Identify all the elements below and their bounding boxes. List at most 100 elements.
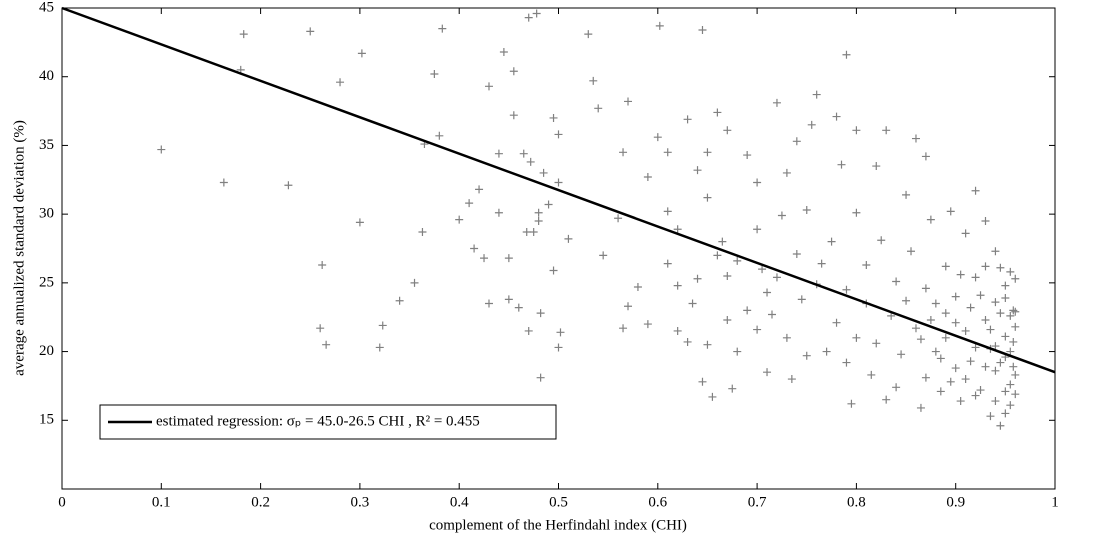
x-tick-label: 0.2 [251, 494, 270, 510]
marker [1006, 401, 1015, 410]
x-tick-label: 0.3 [351, 494, 370, 510]
legend-box [99, 404, 557, 440]
marker [867, 370, 876, 379]
marker [534, 217, 543, 226]
marker [981, 315, 990, 324]
marker [723, 315, 732, 324]
marker [549, 266, 558, 275]
marker [683, 337, 692, 346]
x-tick-label: 0.8 [847, 494, 866, 510]
marker [484, 82, 493, 91]
marker [619, 148, 628, 157]
marker [554, 178, 563, 187]
marker [683, 115, 692, 124]
marker [703, 193, 712, 202]
marker [1001, 281, 1010, 290]
marker [484, 299, 493, 308]
marker [976, 291, 985, 300]
marker [842, 358, 851, 367]
marker [522, 228, 531, 237]
marker [1011, 307, 1020, 316]
marker [946, 207, 955, 216]
marker [418, 228, 427, 237]
marker [219, 178, 228, 187]
marker [554, 130, 563, 139]
marker [1006, 311, 1015, 320]
y-tick-label: 25 [39, 274, 54, 290]
marker [455, 215, 464, 224]
marker [772, 273, 781, 282]
marker [519, 149, 528, 158]
marker [971, 186, 980, 195]
marker [526, 157, 535, 166]
marker [971, 343, 980, 352]
marker [931, 299, 940, 308]
marker [534, 208, 543, 217]
marker [961, 326, 970, 335]
y-tick-label: 35 [39, 137, 54, 153]
marker [911, 324, 920, 333]
marker [509, 111, 518, 120]
marker [378, 321, 387, 330]
marker [981, 362, 990, 371]
marker [1011, 370, 1020, 379]
marker [802, 351, 811, 360]
marker [763, 368, 772, 377]
y-tick-label: 45 [39, 0, 54, 15]
marker [916, 403, 925, 412]
marker [907, 247, 916, 256]
x-tick-label: 0.1 [152, 494, 171, 510]
marker [782, 333, 791, 342]
marker [911, 134, 920, 143]
marker [594, 104, 603, 113]
marker [624, 97, 633, 106]
marker [996, 358, 1005, 367]
marker [619, 324, 628, 333]
marker [782, 168, 791, 177]
y-axis-label: average annualized standard deviation (%… [11, 120, 27, 376]
marker [1011, 390, 1020, 399]
marker [703, 340, 712, 349]
marker [902, 190, 911, 199]
marker [991, 366, 1000, 375]
marker [991, 298, 1000, 307]
y-tick-label: 40 [39, 68, 54, 84]
y-tick-label: 30 [39, 206, 54, 222]
y-tick-label: 15 [39, 412, 54, 428]
marker [842, 285, 851, 294]
marker [554, 343, 563, 352]
marker [475, 185, 484, 194]
marker [504, 295, 513, 304]
marker [852, 208, 861, 217]
marker [539, 168, 548, 177]
marker [802, 206, 811, 215]
marker [1011, 274, 1020, 283]
marker [897, 350, 906, 359]
marker [946, 377, 955, 386]
marker [693, 274, 702, 283]
marker [921, 152, 930, 161]
marker [882, 126, 891, 135]
marker [936, 387, 945, 396]
marker [753, 325, 762, 334]
marker [723, 126, 732, 135]
marker [941, 333, 950, 342]
marker [951, 292, 960, 301]
marker [1006, 267, 1015, 276]
marker [986, 325, 995, 334]
marker [663, 207, 672, 216]
marker [1009, 337, 1018, 346]
marker [916, 335, 925, 344]
marker [822, 347, 831, 356]
marker [772, 98, 781, 107]
marker [157, 145, 166, 154]
y-tick-label: 20 [39, 343, 54, 359]
marker [996, 421, 1005, 430]
x-tick-label: 0 [58, 494, 66, 510]
marker [941, 262, 950, 271]
marker [921, 373, 930, 382]
marker [536, 373, 545, 382]
marker [872, 162, 881, 171]
marker [941, 309, 950, 318]
